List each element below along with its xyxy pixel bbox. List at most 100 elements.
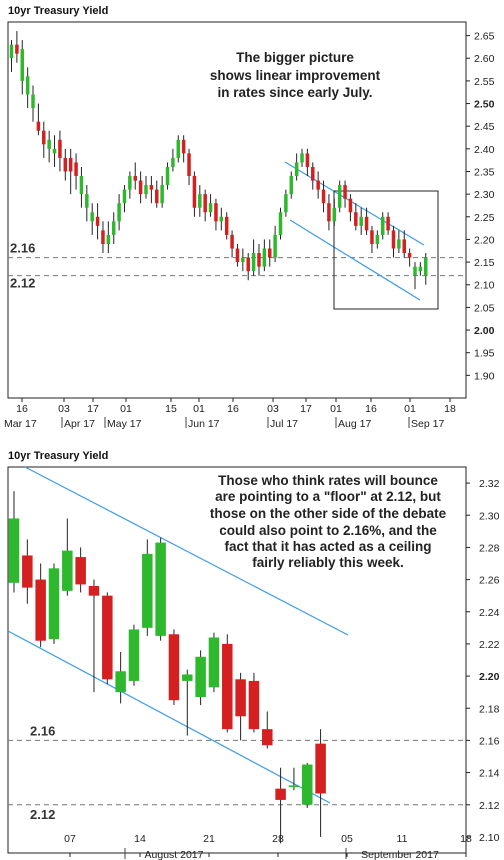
candle-body (187, 153, 191, 177)
candle-body (52, 148, 57, 154)
candle (208, 194, 213, 217)
candle (219, 207, 224, 231)
candle-body (219, 216, 224, 222)
candle (9, 40, 14, 72)
x-tick-label: 28 (272, 833, 284, 845)
candle-body (208, 637, 220, 688)
candle-body (165, 166, 170, 186)
candle-body (316, 180, 320, 190)
chart-title: 10yr Treasury Yield (8, 5, 108, 17)
trend-channel-line (289, 219, 421, 301)
candle (278, 207, 283, 240)
candle-body (9, 44, 14, 59)
candle (75, 547, 86, 593)
candle (343, 180, 347, 208)
annotation-text: The bigger picture (236, 50, 354, 65)
candle (165, 162, 170, 190)
candle-body (418, 266, 423, 272)
candle-body (160, 185, 164, 204)
candle (348, 194, 353, 222)
candle-body (364, 216, 369, 231)
candle (142, 539, 153, 636)
annotation-text: could also point to 2.16%, and the (219, 523, 437, 538)
candle-body (248, 680, 260, 730)
y-tick-label: 2.22 (479, 639, 500, 651)
candle (235, 672, 246, 741)
y-tick-label: 2.20 (479, 671, 500, 683)
x-tick-label: 03 (58, 403, 70, 415)
candle-body (95, 216, 100, 226)
candle-body (321, 189, 326, 204)
candle (424, 253, 428, 285)
y-tick-label: 2.25 (474, 212, 495, 224)
month-label: May 17 (107, 418, 142, 430)
candle-body (235, 679, 246, 717)
candle (198, 185, 202, 217)
candle (117, 194, 121, 231)
y-tick-label: 2.10 (474, 280, 495, 292)
candle (74, 153, 78, 190)
candle (85, 185, 89, 222)
y-tick-label: 2.30 (474, 189, 495, 201)
candle (195, 650, 206, 706)
candle (284, 189, 288, 217)
candle (176, 135, 181, 163)
candle (168, 629, 180, 706)
y-tick-label: 2.00 (474, 325, 495, 337)
candle (106, 221, 111, 254)
x-tick-label: 07 (64, 833, 76, 845)
candle (79, 166, 84, 208)
candle (8, 491, 20, 593)
y-tick-label: 2.18 (479, 703, 500, 715)
x-tick-label: 18 (444, 403, 456, 415)
candle (327, 194, 331, 231)
candle-body (176, 139, 181, 158)
candle-body (208, 203, 213, 213)
candle-body (111, 221, 116, 235)
candle-body (192, 176, 197, 208)
candle (289, 171, 294, 199)
trend-channel-line (24, 466, 349, 636)
candle-body (348, 198, 353, 213)
candle (235, 243, 240, 267)
candle-body (68, 157, 73, 172)
candle-body (288, 785, 300, 788)
candle (133, 162, 137, 190)
candle-body (20, 49, 25, 81)
candle (267, 239, 272, 267)
candle-body (62, 550, 73, 591)
y-tick-label: 2.14 (479, 768, 500, 780)
annotation-text: fact that it has acted as a ceiling (224, 539, 431, 554)
y-tick-label: 2.35 (474, 166, 495, 178)
candle (187, 148, 191, 186)
annotation-text: fairly reliably this week. (252, 555, 404, 570)
candle-body (171, 157, 175, 167)
candle (149, 176, 154, 204)
candle-body (168, 634, 180, 701)
y-tick-label: 1.90 (474, 370, 495, 382)
chart-1: 10yr Treasury Yield 1.90 1.95 2.00 2.05 2.10 2… (4, 5, 495, 430)
candle-body (22, 555, 33, 588)
candle (90, 203, 94, 235)
candle (294, 153, 299, 181)
candle-body (155, 189, 159, 204)
candle-body (25, 76, 30, 95)
month-label: Apr 17 (64, 418, 95, 430)
candle-body (284, 194, 288, 213)
candle-body (246, 257, 250, 272)
candle (144, 176, 148, 199)
x-tick-label: 15 (165, 403, 177, 415)
candle (305, 148, 310, 177)
candle (203, 189, 207, 222)
candle-body (305, 153, 310, 167)
candle-body (79, 176, 84, 195)
candle (208, 632, 220, 693)
candle (402, 230, 406, 258)
candle (370, 225, 374, 254)
y-tick-label: 2.28 (479, 542, 500, 554)
candle (300, 148, 304, 167)
trend-channel-line (7, 630, 331, 804)
candle-body (133, 176, 137, 181)
annotation-text: shows linear improvement (210, 68, 381, 83)
candle-body (407, 253, 412, 258)
